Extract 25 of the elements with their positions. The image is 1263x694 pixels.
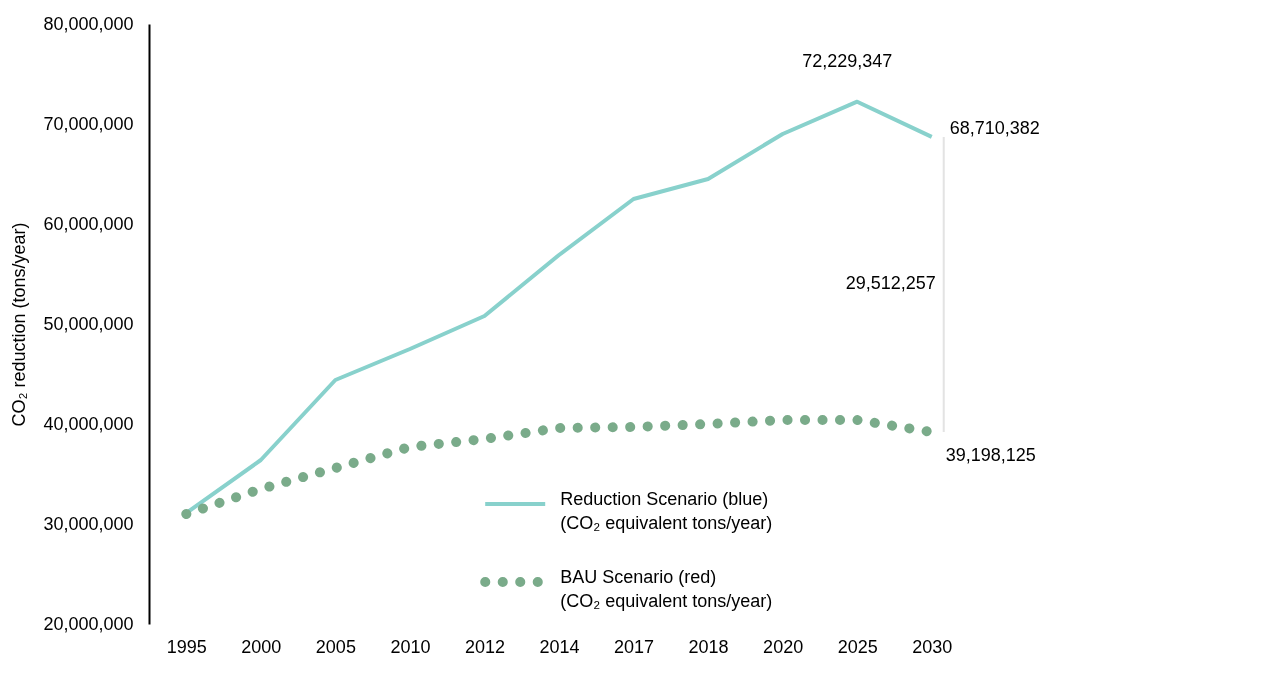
x-tick-label: 2025 <box>837 636 878 657</box>
legend-label: BAU Scenario (red) (CO₂ equivalent tons/year) <box>560 567 773 611</box>
annotation: 39,198,125 <box>945 445 1036 466</box>
y-tick-label: 80,000,000 <box>43 13 134 34</box>
annotation: 72,229,347 <box>802 50 893 71</box>
annotation: 68,710,382 <box>949 117 1040 138</box>
x-tick-label: 2010 <box>390 636 431 657</box>
x-tick-label: 2000 <box>241 636 282 657</box>
y-tick-label: 30,000,000 <box>43 513 134 534</box>
annotation: 29,512,257 <box>845 273 936 294</box>
legend-label: Reduction Scenario (blue) (CO₂ equivalent tons/year) <box>560 489 773 533</box>
x-tick-label: 2012 <box>464 636 505 657</box>
x-tick-label: 2018 <box>688 636 729 657</box>
x-tick-label: 2005 <box>315 636 356 657</box>
y-tick-label: 40,000,000 <box>43 413 134 434</box>
y-tick-label: 70,000,000 <box>43 113 134 134</box>
y-tick-label: 60,000,000 <box>43 213 134 234</box>
y-tick-label: 20,000,000 <box>43 613 134 634</box>
x-tick-label: 2017 <box>614 636 655 657</box>
x-tick-label: 2020 <box>763 636 804 657</box>
x-tick-label: 1995 <box>166 636 207 657</box>
x-tick-label: 2014 <box>539 636 580 657</box>
x-tick-label: 2030 <box>912 636 953 657</box>
y-axis-title: CO₂ reduction (tons/year) <box>9 222 30 427</box>
y-tick-label: 50,000,000 <box>43 313 134 334</box>
